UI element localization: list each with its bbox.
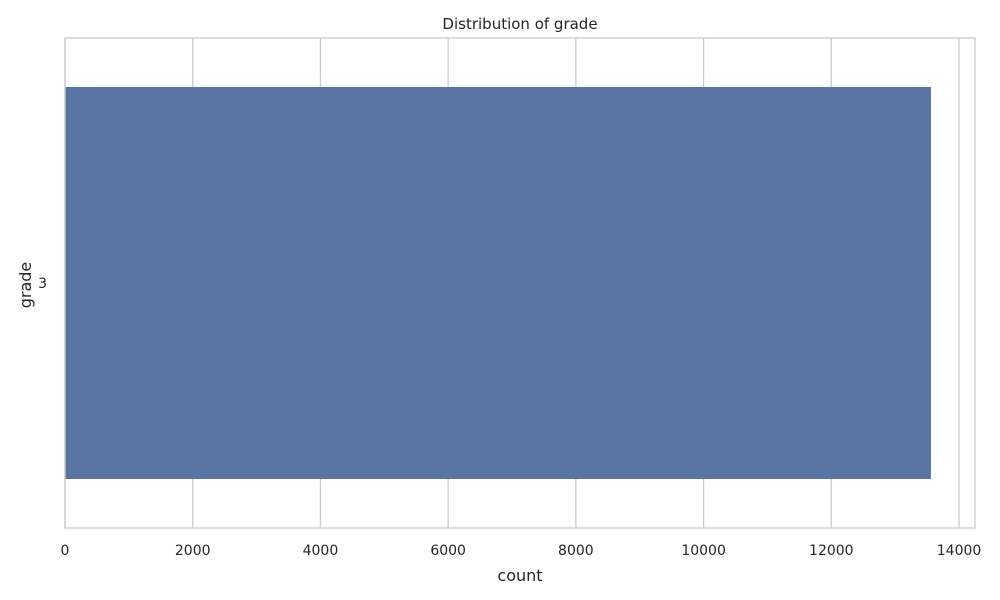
x-tick-label: 4000 bbox=[303, 543, 339, 559]
bar-3 bbox=[65, 87, 931, 479]
y-tick-labels: 3 bbox=[38, 276, 47, 292]
x-tick-label: 12000 bbox=[809, 543, 854, 559]
chart-title: Distribution of grade bbox=[442, 15, 597, 33]
x-tick-label: 6000 bbox=[430, 543, 466, 559]
x-tick-label: 2000 bbox=[175, 543, 211, 559]
y-axis-label: grade bbox=[16, 262, 35, 309]
y-tick-label: 3 bbox=[38, 276, 47, 292]
x-tick-label: 10000 bbox=[681, 543, 726, 559]
x-tick-label: 14000 bbox=[937, 543, 982, 559]
x-tick-label: 0 bbox=[61, 543, 70, 559]
plot-frame bbox=[64, 37, 976, 529]
bars bbox=[65, 87, 931, 479]
x-tick-labels: 0 2000 4000 6000 8000 10000 12000 14000 bbox=[61, 543, 982, 559]
x-axis-label: count bbox=[497, 566, 542, 585]
x-tick-label: 8000 bbox=[558, 543, 594, 559]
